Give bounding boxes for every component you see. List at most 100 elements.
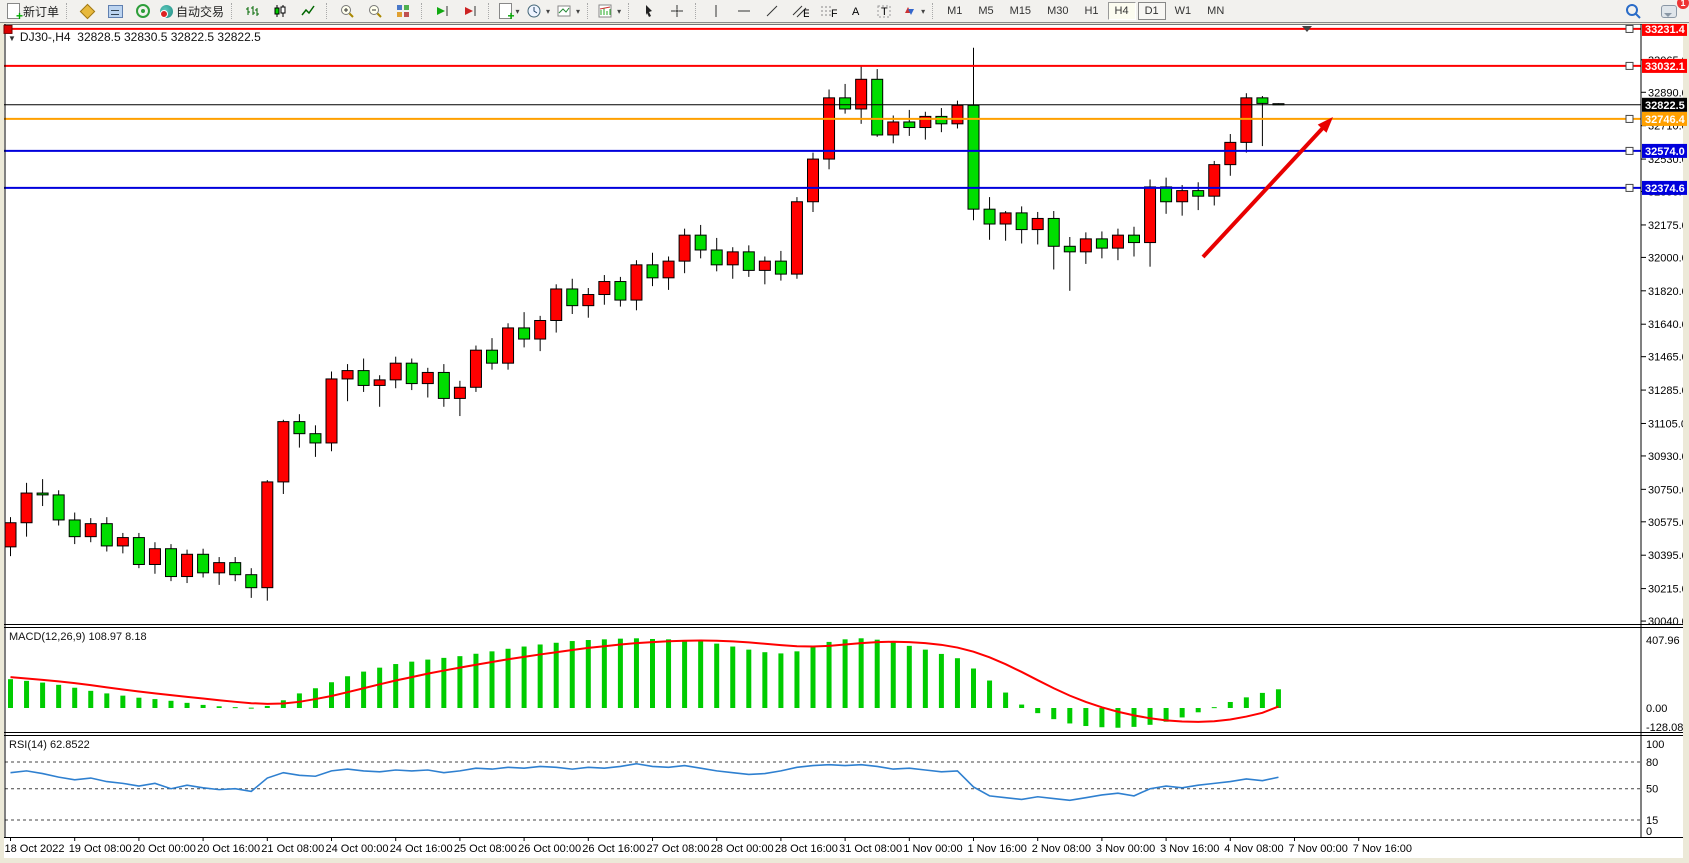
- arrows-tool[interactable]: ▾: [898, 1, 928, 21]
- toolbar-grip: [587, 3, 590, 19]
- arrows-icon: [905, 7, 915, 15]
- candlestick-chart-button[interactable]: [266, 1, 294, 21]
- cursor-button[interactable]: [635, 1, 663, 21]
- timeframe-m15[interactable]: M15: [1009, 5, 1032, 17]
- notification-badge: 1: [1677, 0, 1689, 9]
- timeframe-m5[interactable]: M5: [978, 5, 994, 17]
- macd-histogram-bar: [585, 640, 591, 708]
- hline-handle[interactable]: [1625, 146, 1634, 155]
- toolbar-grip: [695, 3, 698, 19]
- auto-trading-label: 自动交易: [176, 4, 225, 19]
- macd-histogram-bar: [794, 651, 800, 708]
- chart-shift-button[interactable]: [456, 1, 484, 21]
- candle-body: [983, 208, 996, 225]
- candlestick-chart-icon: [274, 5, 286, 17]
- search-icon: [1626, 4, 1641, 19]
- hline-handle[interactable]: [3, 24, 13, 34]
- text-tool[interactable]: A: [842, 1, 870, 21]
- macd-histogram-bar: [521, 646, 527, 708]
- search-button[interactable]: [1619, 1, 1647, 21]
- vertical-line-icon: [715, 5, 717, 17]
- vertical-line-tool[interactable]: [702, 1, 730, 21]
- crosshair-button[interactable]: [663, 1, 691, 21]
- candle-body: [1192, 190, 1205, 197]
- indicators-icon: [498, 3, 515, 23]
- rsi-axis-label: 15: [1646, 815, 1658, 827]
- macd-histogram-bar: [954, 658, 960, 708]
- candle-body: [871, 78, 884, 136]
- candle-body: [132, 537, 145, 565]
- macd-histogram-bar: [971, 668, 976, 708]
- equidistant-channel-tool[interactable]: E: [786, 1, 814, 21]
- macd-histogram-bar: [425, 659, 431, 708]
- trend-arrow-head[interactable]: [1317, 117, 1333, 133]
- candle-body: [1176, 190, 1189, 203]
- candle-body: [277, 421, 290, 483]
- indicator-windows-button[interactable]: ▾: [594, 1, 624, 21]
- auto-scroll-button[interactable]: [428, 1, 456, 21]
- periods-button[interactable]: ▾: [523, 1, 553, 21]
- time-label: 7 Nov 00:00: [1289, 843, 1348, 855]
- macd-histogram-bar: [730, 646, 736, 708]
- signals-button[interactable]: [129, 1, 157, 21]
- zoom-out-button[interactable]: [361, 1, 389, 21]
- chart-shift-marker[interactable]: [1302, 26, 1312, 32]
- trendline-tool[interactable]: [758, 1, 786, 21]
- macd-histogram-bar: [8, 679, 13, 708]
- time-label: 7 Nov 16:00: [1353, 843, 1412, 855]
- hline-handle[interactable]: [1625, 61, 1634, 70]
- time-label: 28 Oct 00:00: [711, 843, 774, 855]
- zoom-in-button[interactable]: [333, 1, 361, 21]
- rsi-axis-label: 100: [1646, 739, 1664, 751]
- auto-trading-button[interactable]: 自动交易: [157, 1, 227, 21]
- candle-body: [646, 264, 659, 279]
- candle-body: [919, 115, 932, 129]
- time-label: 26 Oct 00:00: [518, 843, 581, 855]
- new-order-button[interactable]: 新订单: [4, 1, 62, 23]
- horizontal-line-tool[interactable]: [730, 1, 758, 21]
- timeframe-mn[interactable]: MN: [1207, 5, 1225, 17]
- hline-handle[interactable]: [1625, 114, 1634, 123]
- macd-histogram-bar: [1259, 692, 1265, 708]
- timeframe-m30[interactable]: M30: [1047, 5, 1069, 17]
- time-label: 28 Oct 16:00: [775, 843, 838, 855]
- macd-histogram-bar: [1147, 707, 1153, 725]
- fibonacci-tool[interactable]: F: [814, 1, 842, 21]
- timeframe-h4[interactable]: H4: [1107, 2, 1136, 20]
- timeframe-h1[interactable]: H1: [1084, 5, 1099, 17]
- bar-chart-button[interactable]: [238, 1, 266, 21]
- macd-histogram-bar: [232, 707, 238, 709]
- expand-triangle-icon[interactable]: ▼: [8, 34, 16, 43]
- price-tick-label: 30040.0: [1648, 616, 1688, 628]
- news-button[interactable]: [101, 1, 129, 21]
- candle-body: [1079, 238, 1092, 253]
- price-tick-label: 31465.0: [1648, 352, 1688, 364]
- price-tick-label: 32000.0: [1648, 252, 1688, 264]
- price-tick-label: 30395.0: [1648, 550, 1688, 562]
- auto-trading-icon: [160, 4, 174, 18]
- notifications-button[interactable]: 1: [1655, 0, 1689, 21]
- line-chart-button[interactable]: [294, 1, 322, 21]
- timeframe-d1[interactable]: D1: [1137, 2, 1166, 20]
- macd-histogram-bar: [377, 667, 383, 708]
- market-button[interactable]: [73, 1, 101, 21]
- indicators-button[interactable]: ▾: [495, 1, 523, 23]
- templates-button[interactable]: ▾: [553, 1, 583, 21]
- timeframe-w1[interactable]: W1: [1174, 5, 1192, 17]
- chevron-down-icon: ▾: [515, 6, 520, 16]
- candle-body: [453, 386, 466, 399]
- toolbar: 新订单 自动交易 ▾ ▾ ▾ ▾: [0, 0, 1689, 23]
- tile-windows-button[interactable]: [389, 1, 417, 21]
- macd-histogram-bar: [906, 645, 912, 708]
- timeframe-m1[interactable]: M1: [947, 5, 963, 17]
- candle-body: [678, 234, 691, 262]
- hline-handle[interactable]: [1625, 183, 1634, 192]
- hline-handle[interactable]: [1625, 24, 1634, 33]
- trend-arrow[interactable]: [1201, 122, 1328, 259]
- chart-canvas[interactable]: 33065.032890.032710.032530.032355.032175…: [0, 24, 1689, 863]
- svg-text:F: F: [831, 8, 837, 19]
- macd-histogram-bar: [296, 693, 302, 708]
- candle-body: [502, 327, 515, 364]
- chevron-down-icon: ▾: [617, 6, 622, 16]
- label-tool[interactable]: T: [870, 1, 898, 21]
